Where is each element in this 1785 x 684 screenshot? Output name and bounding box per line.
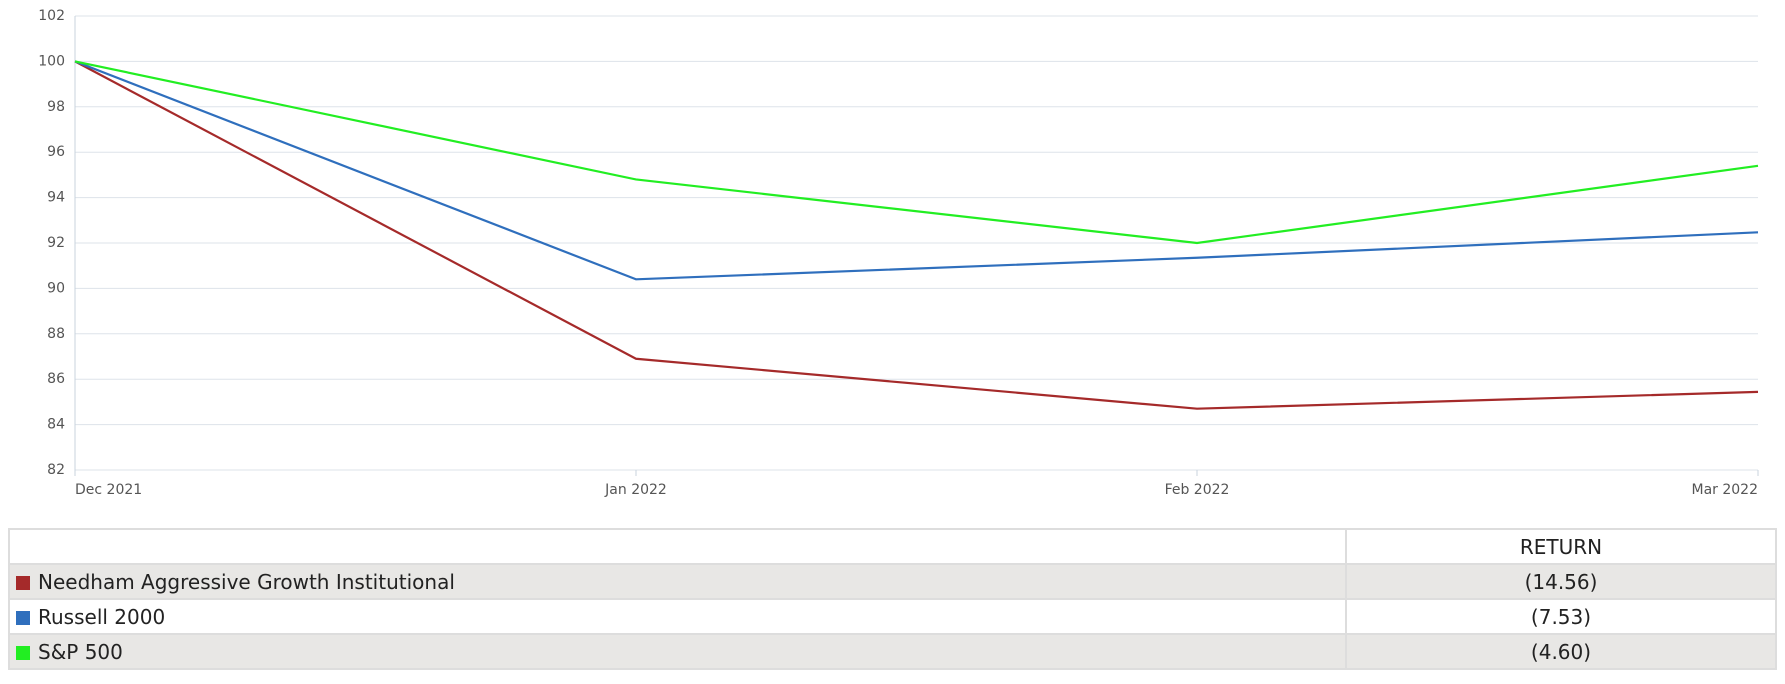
y-tick-label: 92 (47, 235, 65, 251)
series-line (74, 60, 1759, 281)
table-row: Needham Aggressive Growth Institutional (… (8, 563, 1777, 600)
name-cell: Needham Aggressive Growth Institutional (8, 563, 1347, 600)
series-line (74, 60, 1759, 245)
y-tick-label: 84 (47, 417, 65, 433)
x-tick-label: Dec 2021 (75, 482, 142, 498)
y-tick-label: 88 (47, 326, 65, 342)
y-tick-label: 102 (38, 8, 65, 24)
y-tick-label: 82 (47, 462, 65, 478)
y-tick-label: 94 (47, 190, 65, 206)
table-row: S&P 500 (4.60) (8, 633, 1777, 670)
x-tick-label: Mar 2022 (1692, 482, 1759, 498)
y-tick-label: 98 (47, 99, 65, 115)
name-cell: S&P 500 (8, 633, 1347, 670)
x-tick-label: Jan 2022 (604, 482, 667, 498)
series-name: Russell 2000 (38, 604, 166, 629)
series-line (74, 60, 1759, 410)
series-name: S&P 500 (38, 639, 123, 664)
x-tick-label: Feb 2022 (1165, 482, 1230, 498)
return-cell: (14.56) (1345, 563, 1777, 600)
return-cell: (7.53) (1345, 598, 1777, 635)
chart: 82 84 86 88 90 92 94 96 98 100 102 Dec 2021 Jan 2022… (38, 8, 1759, 498)
name-cell: Russell 2000 (8, 598, 1347, 635)
header-cell: RETURN (1345, 528, 1777, 565)
legend-swatch (16, 575, 30, 590)
legend-swatch (16, 610, 30, 625)
y-tick-label: 96 (47, 144, 65, 160)
returns-table: RETURN Needham Aggressive Growth Institu… (8, 528, 1777, 670)
y-tick-label: 90 (47, 280, 65, 296)
legend-swatch (16, 645, 30, 660)
header-row: RETURN (8, 528, 1777, 565)
series-name: Needham Aggressive Growth Institutional (38, 569, 455, 594)
table-row: Russell 2000 (7.53) (8, 598, 1777, 635)
header-cell (8, 528, 1347, 565)
return-cell: (4.60) (1345, 633, 1777, 670)
y-tick-label: 86 (47, 371, 65, 387)
y-tick-label: 100 (38, 53, 65, 69)
